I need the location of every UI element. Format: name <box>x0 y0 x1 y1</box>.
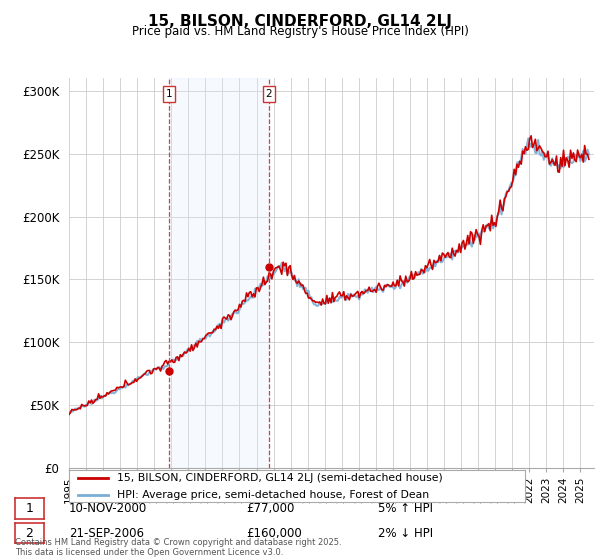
Text: 21-SEP-2006: 21-SEP-2006 <box>69 526 144 540</box>
Text: 15, BILSON, CINDERFORD, GL14 2LJ: 15, BILSON, CINDERFORD, GL14 2LJ <box>148 14 452 29</box>
Text: 10-NOV-2000: 10-NOV-2000 <box>69 502 147 515</box>
Text: 2: 2 <box>265 89 272 99</box>
Text: 2: 2 <box>25 526 34 540</box>
Text: £77,000: £77,000 <box>246 502 295 515</box>
Text: Price paid vs. HM Land Registry's House Price Index (HPI): Price paid vs. HM Land Registry's House … <box>131 25 469 38</box>
Text: 5% ↑ HPI: 5% ↑ HPI <box>378 502 433 515</box>
Bar <box>169 78 269 468</box>
Text: Contains HM Land Registry data © Crown copyright and database right 2025.
This d: Contains HM Land Registry data © Crown c… <box>15 538 341 557</box>
Text: 1: 1 <box>25 502 34 515</box>
Text: 2% ↓ HPI: 2% ↓ HPI <box>378 526 433 540</box>
Text: 1: 1 <box>166 89 172 99</box>
Text: HPI: Average price, semi-detached house, Forest of Dean: HPI: Average price, semi-detached house,… <box>117 490 429 500</box>
Text: £160,000: £160,000 <box>246 526 302 540</box>
Text: 15, BILSON, CINDERFORD, GL14 2LJ (semi-detached house): 15, BILSON, CINDERFORD, GL14 2LJ (semi-d… <box>117 473 443 483</box>
